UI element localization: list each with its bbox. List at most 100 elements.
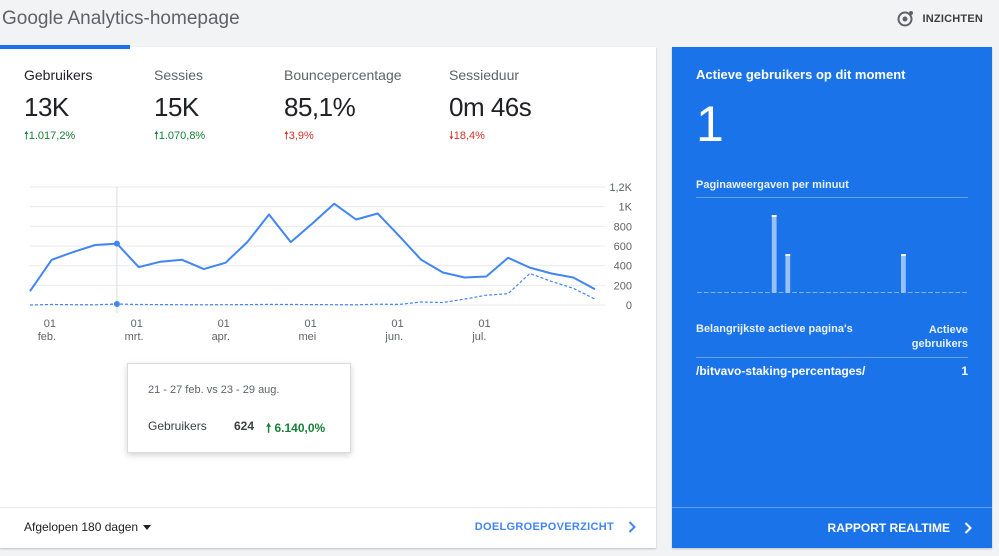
metric-label: Sessies [154, 67, 204, 83]
metric-change: 🠕3,9% [284, 130, 314, 142]
pageview-bar-empty [819, 292, 825, 293]
x-tick-month: mei [299, 331, 317, 343]
x-tick-day: 01 [131, 318, 143, 330]
pageview-bar-empty [853, 292, 859, 293]
pageviews-bar-chart [697, 215, 967, 293]
users-line-chart[interactable]: 02004006008001K1,2K01feb.01mrt.01apr.01m… [0, 177, 656, 387]
x-tick-month: mrt. [125, 331, 144, 343]
active-users-count: 1 [696, 96, 724, 152]
metric-value: 85,1% [284, 92, 356, 122]
y-tick-label: 600 [614, 241, 632, 253]
top-pages-header: Belangrijkste actieve pagina's [696, 323, 853, 335]
metric-value: 0m 46s [449, 92, 532, 122]
realtime-card: Actieve gebruikers op dit moment 1 Pagin… [672, 47, 992, 548]
metric-label: Sessieduur [449, 67, 520, 83]
pageview-bar-empty [941, 292, 947, 293]
pageview-bar-empty [765, 292, 770, 293]
card-footer: Afgelopen 180 dagen DOELGROEPOVERZICHT [0, 507, 656, 548]
tooltip-metric: Gebruikers [148, 419, 207, 433]
pageview-bar-empty [731, 292, 736, 293]
pageview-bar-empty [833, 292, 838, 293]
y-tick-label: 1K [619, 202, 633, 214]
pageview-bar-empty [839, 292, 845, 293]
y-tick-label: 400 [614, 261, 632, 273]
pageview-bar-empty [710, 292, 716, 293]
pageview-bar [771, 215, 777, 293]
pageview-bar-empty [799, 292, 804, 293]
pageview-bar-empty [778, 292, 784, 293]
tooltip-date-range: 21 - 27 feb. vs 23 - 29 aug. [148, 384, 280, 396]
insights-label: INZICHTEN [922, 13, 983, 25]
date-range-dropdown[interactable]: Afgelopen 180 dagen [24, 520, 152, 534]
pageview-bar-empty [880, 292, 886, 293]
pageview-bar-empty [737, 292, 743, 293]
x-tick-day: 01 [305, 318, 317, 330]
x-tick-day: 01 [391, 318, 403, 330]
metric-label: Gebruikers [24, 67, 93, 83]
metric-tab-users[interactable]: Gebruikers 13K 🠕1.017,2% [24, 67, 92, 146]
metric-value: 13K [24, 92, 69, 122]
arrow-up-icon: 🠕 [24, 130, 29, 142]
pageview-bar-empty [935, 292, 940, 293]
pageview-bar-empty [805, 292, 811, 293]
realtime-report-label: RAPPORT REALTIME [827, 521, 950, 535]
pageview-bar [901, 254, 906, 293]
y-tick-label: 0 [626, 300, 632, 312]
x-tick-month: jun. [384, 331, 403, 343]
pageview-bar-empty [867, 292, 872, 293]
pageview-bar-empty [873, 292, 879, 293]
y-tick-label: 200 [614, 280, 632, 292]
pageview-bar-empty [717, 292, 723, 293]
metric-tab-bounce-rate[interactable]: Bouncepercentage 85,1% 🠕3,9% [284, 67, 402, 146]
pageview-bar-cap [901, 254, 906, 256]
active-users-header: Actieve gebruikers [911, 324, 968, 350]
page-path: /bitvavo-staking-percentages/ [696, 364, 866, 378]
active-tab-indicator [0, 45, 130, 49]
audience-overview-link[interactable]: DOELGROEPOVERZICHT [475, 521, 636, 533]
pageview-bar-cap [785, 254, 791, 256]
insights-icon [897, 11, 913, 27]
arrow-down-icon: 🠗 [449, 130, 454, 142]
hover-point [113, 240, 120, 247]
x-tick-month: apr. [212, 331, 230, 343]
pageview-bar [785, 254, 791, 293]
hover-point [113, 301, 120, 308]
pageview-bar-empty [962, 292, 967, 293]
arrow-up-icon: 🠕 [154, 130, 159, 142]
pageview-bar-empty [846, 292, 852, 293]
pageview-bar-empty [928, 292, 933, 293]
metric-label: Bouncepercentage [284, 67, 402, 83]
pageview-bar-cap [771, 215, 777, 217]
pageview-bar-empty [812, 292, 818, 293]
realtime-footer: RAPPORT REALTIME [672, 507, 992, 548]
pageview-bar-empty [697, 292, 702, 293]
pageview-bar-empty [703, 292, 709, 293]
x-tick-day: 01 [44, 318, 56, 330]
metric-value: 15K [154, 92, 199, 122]
tooltip-change: 🠕 6.140,0% [266, 421, 326, 435]
pageview-bar-empty [724, 292, 729, 293]
divider [696, 197, 968, 198]
audience-overview-label: DOELGROEPOVERZICHT [474, 521, 614, 533]
pageview-bar-empty [744, 292, 750, 293]
pageview-bar-empty [751, 292, 757, 293]
pageview-bar-empty [860, 292, 865, 293]
realtime-report-link[interactable]: RAPPORT REALTIME [828, 521, 972, 535]
caret-down-icon [143, 524, 152, 530]
table-row[interactable]: /bitvavo-staking-percentages/ 1 [696, 357, 968, 387]
comparison-series-line [29, 272, 596, 306]
pageview-bar-empty [948, 292, 954, 293]
pageview-bar-empty [907, 292, 913, 293]
pageview-bar-empty [887, 292, 893, 293]
metric-tab-sessions[interactable]: Sessies 15K 🠕1.070,8% [154, 67, 205, 146]
pageview-bar-empty [758, 292, 763, 293]
y-tick-label: 1,2K [609, 182, 632, 194]
page-title: Google Analytics-homepage [2, 8, 240, 29]
x-tick-month: feb. [38, 331, 56, 343]
metric-tab-session-duration[interactable]: Sessieduur 0m 46s 🠗18,4% [449, 67, 532, 146]
x-tick-day: 01 [218, 318, 230, 330]
x-tick-day: 01 [478, 318, 490, 330]
insights-button[interactable]: INZICHTEN [896, 10, 983, 28]
pageview-bar-empty [914, 292, 920, 293]
tooltip-value: 624 [234, 419, 255, 433]
